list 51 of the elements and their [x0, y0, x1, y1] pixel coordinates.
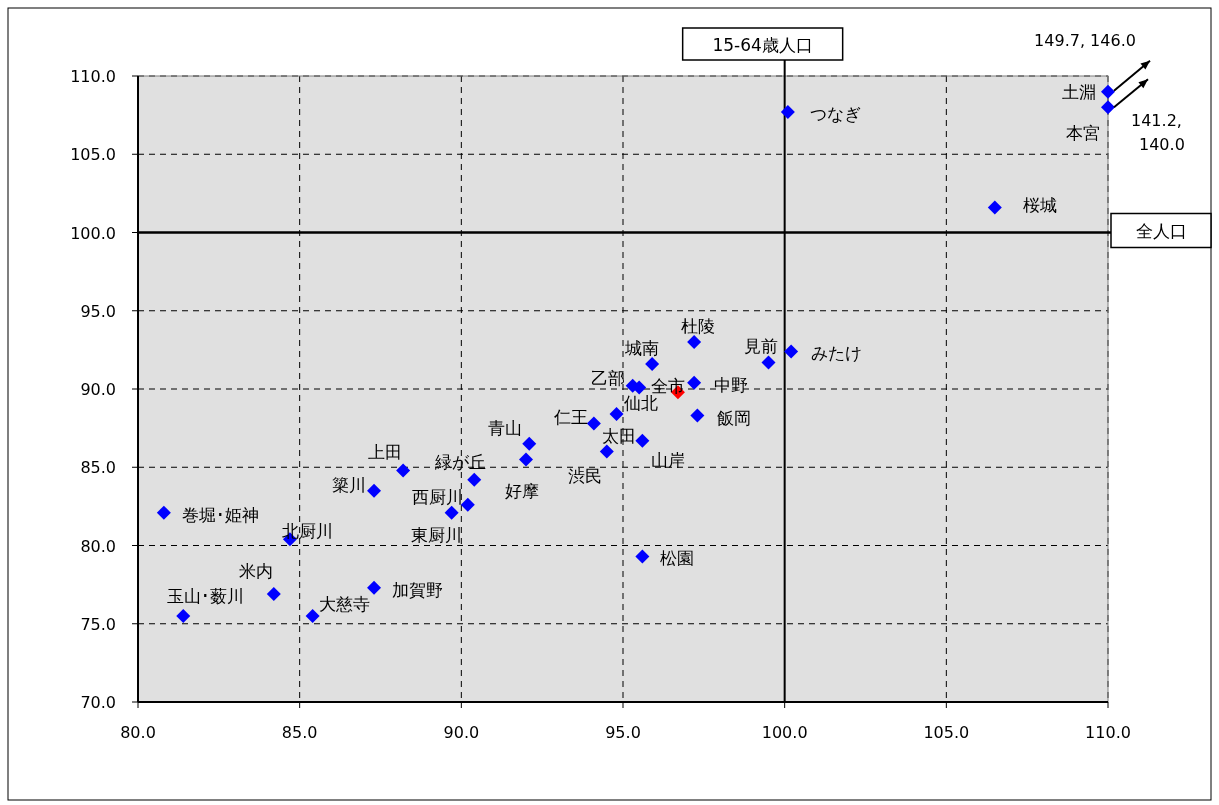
- x-tick-label: 80.0: [120, 723, 156, 742]
- ref-line-label: 全人口: [1135, 220, 1187, 241]
- annotation: 松園: [660, 548, 695, 569]
- x-tick-label: 110.0: [1085, 723, 1131, 742]
- y-tick-label: 80.0: [80, 536, 116, 556]
- annotation: 大慈寺: [318, 593, 370, 614]
- y-tick-label: 90.0: [80, 380, 116, 399]
- ref-line-label: 15-64歳人口: [712, 35, 813, 55]
- y-tick-label: 95.0: [80, 301, 116, 321]
- annotation: 本宮: [1066, 123, 1100, 144]
- annotation: 杜陵: [681, 316, 716, 337]
- y-tick-label: 70.0: [80, 693, 116, 712]
- annotation: 簗川: [332, 474, 367, 495]
- annotation: 桜城: [1022, 195, 1057, 216]
- annotation: 見前: [743, 336, 778, 357]
- y-tick-label: 105.0: [70, 145, 116, 165]
- y-tick-label: 85.0: [80, 458, 116, 478]
- annotation: 城南: [624, 337, 660, 358]
- annotation: 仙北: [624, 393, 659, 414]
- annotation: 渋民: [567, 465, 602, 486]
- x-tick-label: 95.0: [605, 723, 641, 742]
- x-tick-label: 85.0: [281, 723, 318, 742]
- annotation: 仁王: [552, 407, 588, 428]
- annotation: 乙部: [590, 367, 625, 388]
- annotation: 西厨川: [412, 486, 464, 507]
- y-tick-label: 110.0: [70, 67, 116, 86]
- ref-label-box: 全人口: [1110, 212, 1212, 249]
- annotation: 土淵: [1062, 81, 1096, 102]
- annotation: 太田: [601, 426, 636, 447]
- text: 141.2, 140.0: [1131, 111, 1185, 154]
- annotation: みたけ: [811, 343, 863, 364]
- annotation: 飯岡: [717, 407, 752, 428]
- annotation: 玉山･薮川: [166, 585, 244, 606]
- y-tick-label: 100.0: [70, 223, 116, 243]
- annotation: 上田: [368, 442, 403, 463]
- annotation: 加賀野: [392, 579, 444, 600]
- x-tick-label: 90.0: [443, 723, 480, 742]
- x-tick-label: 105.0: [923, 723, 970, 742]
- annotation: 北厨川: [281, 521, 333, 542]
- annotation: 青山: [488, 417, 523, 438]
- annotation: 巻堀･姫神: [181, 504, 259, 525]
- annotation: 緑が丘: [433, 451, 486, 472]
- annotation: つなぎ: [809, 104, 861, 124]
- annotation: 山岸: [651, 449, 686, 470]
- text: 149.7, 146.0: [1034, 31, 1136, 50]
- annotation: 中野: [714, 374, 749, 395]
- y-tick-label: 75.0: [80, 614, 116, 634]
- annotation: 米内: [238, 561, 273, 582]
- x-tick-label: 100.0: [761, 723, 808, 742]
- annotation: 東厨川: [411, 524, 463, 545]
- annotation: 好摩: [505, 481, 539, 502]
